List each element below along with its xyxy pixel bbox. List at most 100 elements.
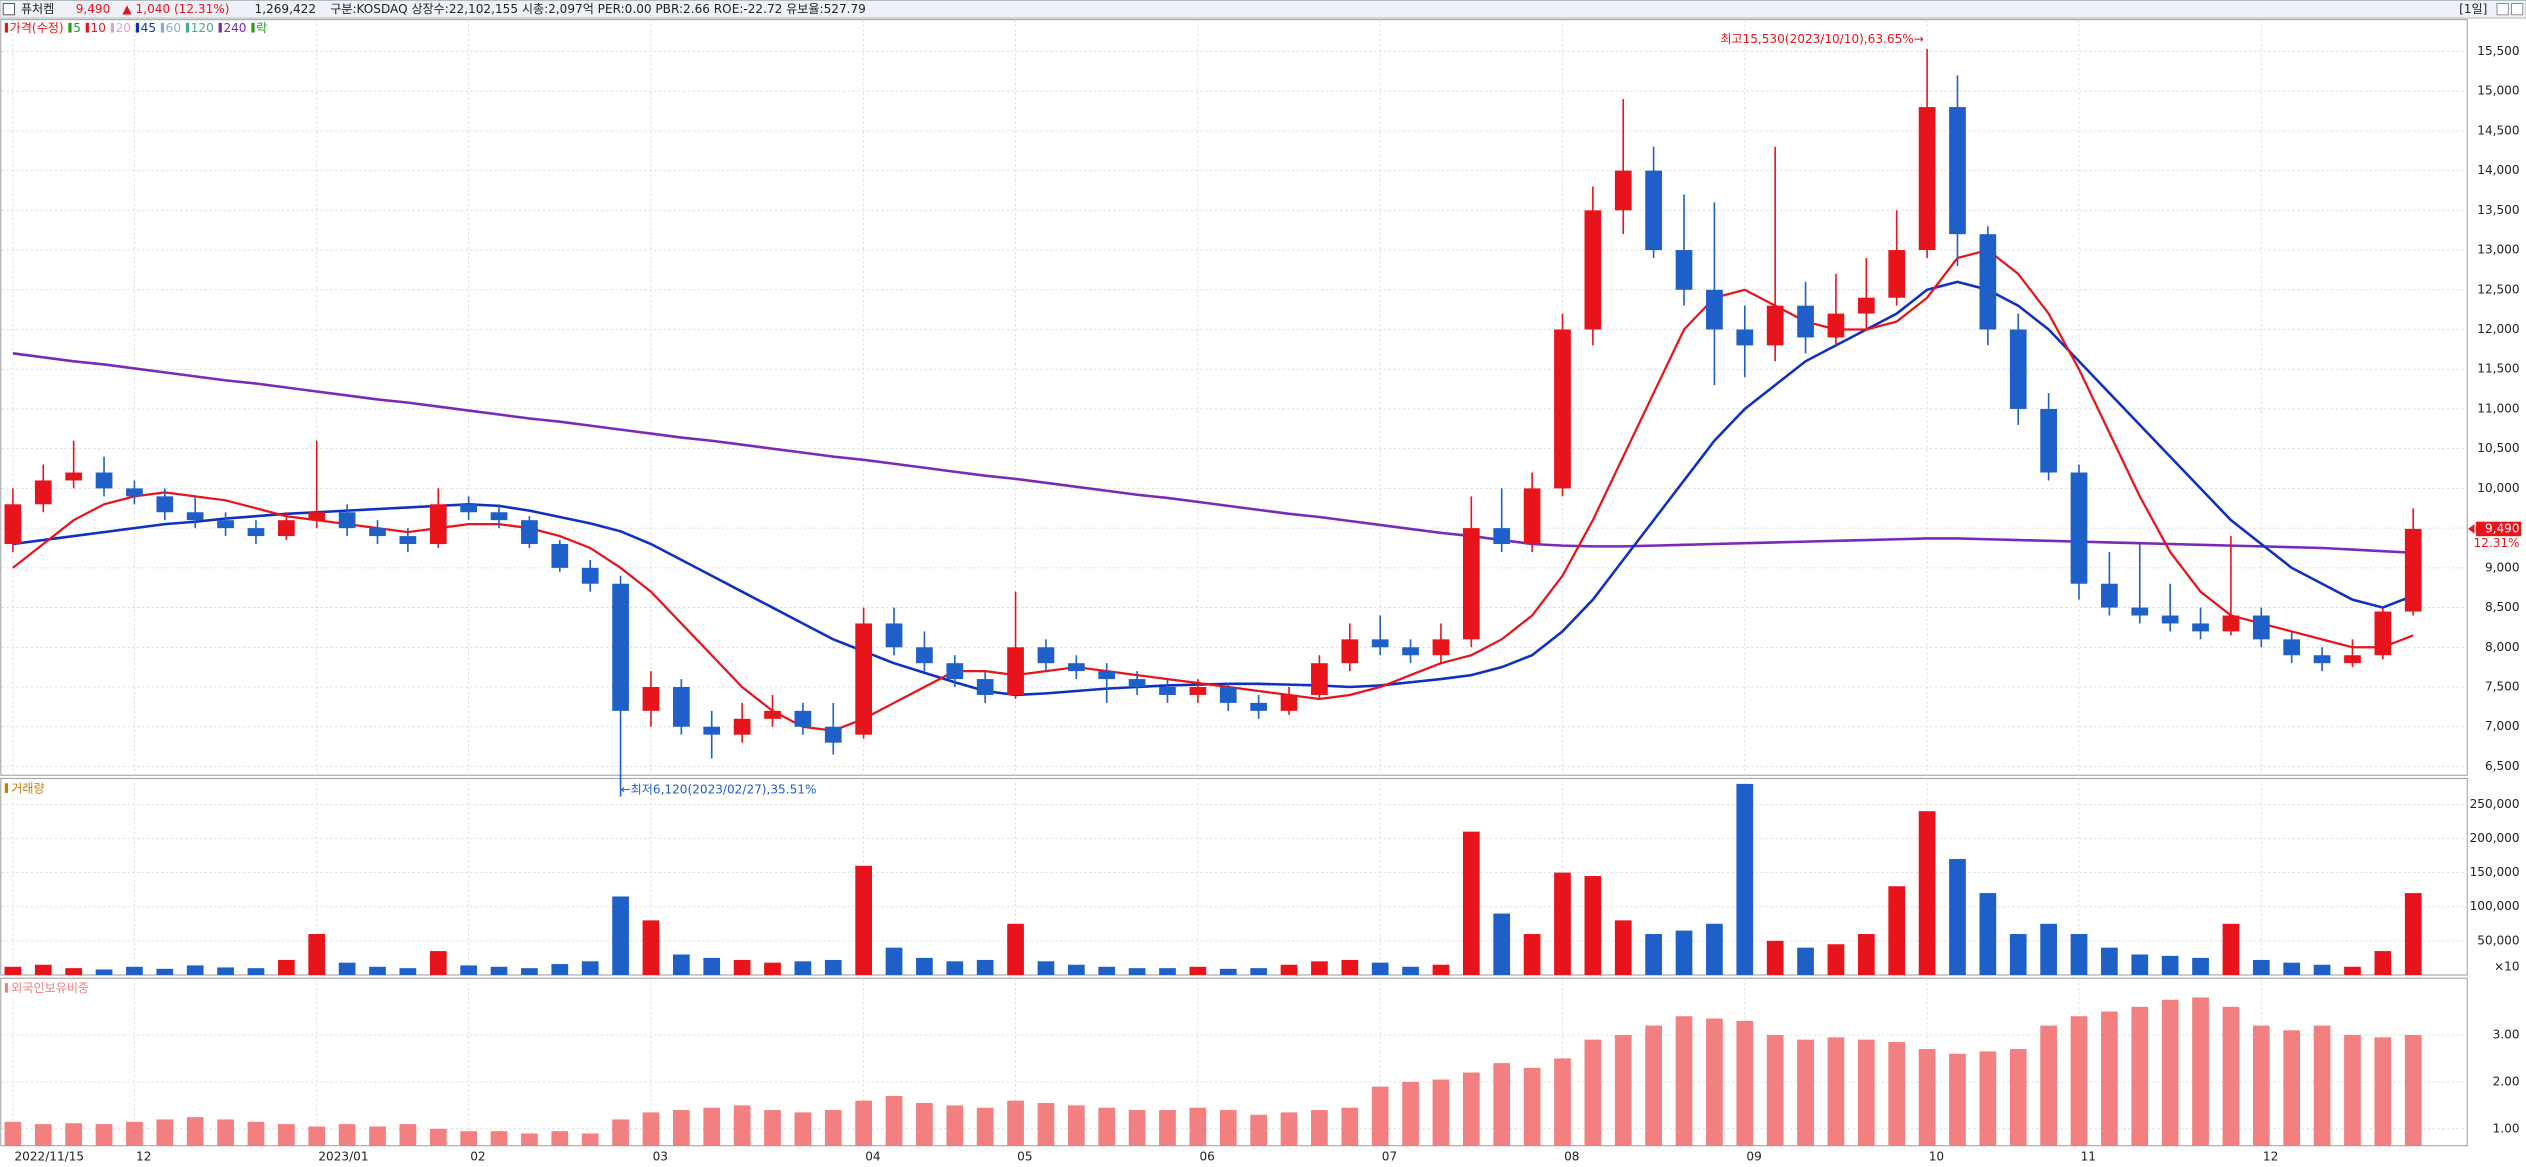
candle-body — [460, 504, 478, 513]
x-tick-label: 02 — [470, 1150, 485, 1164]
legend-label: 가격(수정) — [10, 21, 64, 35]
bar — [308, 1126, 326, 1146]
last-price-marker — [2468, 524, 2475, 534]
x-tick-label: 08 — [1564, 1150, 1579, 1164]
legend-label: 240 — [223, 21, 246, 35]
candle-body — [1280, 694, 1298, 711]
bar — [247, 968, 265, 975]
y-tick-label: 10,500 — [2477, 441, 2519, 455]
bar — [1432, 1079, 1450, 1146]
panel-swatch — [4, 783, 9, 793]
y-tick-label: 7,000 — [2485, 719, 2520, 733]
bar — [1341, 1107, 1359, 1146]
bar — [703, 1107, 721, 1146]
bar — [521, 968, 538, 975]
y-tick-label: 6,500 — [2485, 759, 2520, 773]
bar — [2009, 934, 2027, 975]
bar — [2070, 934, 2088, 975]
x-tick-label: 09 — [1746, 1150, 1761, 1164]
bar — [1371, 962, 1389, 975]
bar — [581, 1133, 599, 1146]
bar — [2283, 1030, 2301, 1146]
bar — [186, 965, 204, 975]
bar — [1432, 964, 1450, 975]
bar — [1311, 961, 1328, 975]
bar — [824, 959, 842, 975]
y-tick-label: 10,000 — [2477, 481, 2519, 495]
bar — [1614, 920, 1632, 975]
bar — [1584, 1039, 1602, 1146]
panel-title: 거래량 — [11, 781, 44, 795]
y-tick-label: 250,000 — [2470, 797, 2520, 811]
bar — [642, 920, 660, 975]
bar — [1918, 811, 1936, 975]
bar — [1736, 783, 1754, 975]
bar — [1827, 944, 1845, 975]
bar — [2131, 954, 2149, 975]
bar — [1706, 923, 1723, 975]
candle-body — [399, 536, 417, 545]
y-tick-label: 9,000 — [2485, 560, 2520, 574]
candle-body — [2192, 623, 2209, 632]
bar — [521, 1133, 538, 1146]
bar — [1523, 1067, 1541, 1146]
candle-body — [642, 687, 660, 711]
bar — [1007, 923, 1024, 975]
candle-body — [95, 472, 113, 489]
bar — [1067, 964, 1085, 975]
candle-body — [1857, 297, 1875, 314]
candle-body — [1371, 639, 1389, 648]
y-tick-label: 3.00 — [2493, 1027, 2520, 1041]
panel-swatch — [4, 983, 9, 993]
bar — [1098, 966, 1116, 975]
stock-name: 퓨처켐 — [21, 2, 54, 16]
candle-body — [1675, 250, 1693, 290]
checkbox[interactable] — [2, 3, 15, 16]
candle-body — [976, 679, 994, 695]
minimize-button[interactable] — [2496, 3, 2509, 16]
bar — [2374, 951, 2392, 975]
bar — [1037, 1103, 1055, 1146]
bar — [2374, 1037, 2392, 1146]
bar — [2252, 959, 2270, 975]
bar — [672, 954, 690, 975]
bar — [1888, 1042, 1906, 1146]
y-tick-label: 150,000 — [2470, 865, 2520, 879]
y-tick-label: 2.00 — [2493, 1074, 2520, 1088]
bar — [946, 1105, 964, 1146]
candle-body — [764, 710, 781, 719]
close-button[interactable] — [2511, 3, 2524, 16]
bar — [338, 1124, 356, 1146]
candle-body — [2313, 655, 2331, 664]
x-tick-label: 10 — [1929, 1150, 1944, 1164]
bar — [1280, 964, 1298, 975]
change: ▲ 1,040 (12.31%) — [122, 2, 229, 16]
bar — [1250, 1114, 1267, 1146]
high-annotation: 최고15,530(2023/10/10),63.65%→ — [1720, 32, 1924, 46]
bar — [65, 1123, 83, 1146]
legend-swatch — [4, 22, 9, 33]
candle-body — [429, 504, 447, 545]
bar — [490, 966, 508, 975]
bar — [764, 1110, 781, 1146]
bar — [217, 967, 234, 975]
legend-label: 5 — [73, 21, 81, 35]
period-button[interactable]: [1일] — [2459, 2, 2487, 16]
bar — [1797, 1039, 1814, 1146]
unit-label: ×10 — [2494, 959, 2520, 973]
bar — [186, 1117, 204, 1146]
panel-title: 외국인보유비중 — [11, 981, 89, 995]
candle-body — [1584, 210, 1602, 330]
x-tick-label: 12 — [2263, 1150, 2278, 1164]
bar — [2313, 964, 2331, 975]
bar — [1523, 934, 1541, 975]
y-tick-label: 12,500 — [2477, 282, 2519, 296]
legend-swatch — [218, 22, 222, 33]
legend-swatch — [185, 22, 190, 33]
bar — [2192, 957, 2209, 975]
candle-body — [1402, 647, 1419, 656]
legend-label: 45 — [141, 21, 156, 35]
bar — [1462, 1072, 1480, 1146]
bar — [1979, 1051, 1997, 1146]
